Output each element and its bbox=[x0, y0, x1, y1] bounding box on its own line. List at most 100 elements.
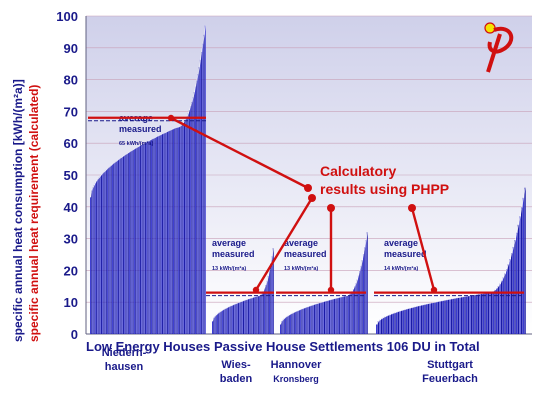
bar bbox=[127, 152, 129, 334]
bar-outline bbox=[212, 248, 274, 322]
bar bbox=[429, 303, 431, 334]
bar bbox=[297, 310, 299, 334]
bar bbox=[325, 301, 327, 334]
bar bbox=[332, 298, 334, 334]
bar bbox=[422, 304, 425, 334]
callout-connector-1 bbox=[254, 197, 314, 291]
bar bbox=[464, 296, 466, 334]
callout-dot-0 bbox=[304, 184, 312, 192]
bar bbox=[461, 297, 463, 334]
y-tick-label-30: 30 bbox=[64, 232, 78, 247]
bar bbox=[359, 271, 361, 334]
bar bbox=[293, 312, 295, 334]
bar bbox=[143, 143, 145, 334]
bar bbox=[255, 296, 257, 334]
callout-dot-3 bbox=[408, 204, 416, 212]
callout-anchor-0 bbox=[167, 114, 175, 122]
bar bbox=[244, 300, 246, 334]
bar bbox=[175, 127, 177, 334]
bar bbox=[386, 316, 388, 334]
bar bbox=[305, 307, 307, 334]
bar bbox=[122, 155, 124, 334]
bar bbox=[280, 324, 282, 334]
bar bbox=[132, 149, 134, 334]
bar-outline bbox=[280, 232, 368, 325]
bar bbox=[497, 286, 500, 334]
bar bbox=[302, 308, 304, 334]
bar bbox=[162, 133, 164, 334]
bar bbox=[159, 135, 161, 334]
bar bbox=[340, 297, 342, 334]
bar bbox=[252, 297, 254, 334]
bar-group-wiesbaden bbox=[212, 248, 274, 334]
bar bbox=[509, 259, 511, 334]
bar bbox=[257, 295, 259, 334]
bar bbox=[91, 190, 93, 334]
bar bbox=[203, 34, 205, 334]
bar bbox=[442, 300, 445, 334]
bar bbox=[469, 295, 471, 334]
bar bbox=[329, 299, 331, 334]
bar bbox=[168, 130, 170, 334]
bar bbox=[457, 297, 460, 334]
bar bbox=[100, 174, 102, 334]
y-tick-label-100: 100 bbox=[56, 9, 78, 24]
bar bbox=[456, 297, 458, 334]
bar bbox=[135, 148, 137, 334]
bar bbox=[259, 295, 261, 334]
bar bbox=[474, 294, 476, 334]
bar bbox=[97, 179, 99, 334]
bar bbox=[426, 303, 428, 334]
average-measured-label-wiesbaden: average measured bbox=[212, 238, 255, 259]
bar bbox=[389, 314, 391, 334]
bar bbox=[266, 280, 268, 334]
bar bbox=[265, 284, 267, 334]
bar bbox=[216, 313, 218, 334]
bar bbox=[402, 309, 405, 334]
bar bbox=[447, 299, 450, 334]
bar bbox=[93, 184, 95, 334]
callout-anchor-1 bbox=[252, 286, 260, 294]
bar bbox=[291, 313, 293, 334]
bar bbox=[177, 127, 179, 334]
passive-house-settlements-label: Passive House Settlements 106 DU in Tota… bbox=[214, 339, 480, 354]
average-value-hannover: 13 kWh/(m²a) bbox=[284, 265, 318, 272]
bar bbox=[487, 292, 490, 334]
bar bbox=[90, 197, 91, 334]
bar bbox=[102, 173, 104, 334]
bar bbox=[484, 293, 486, 334]
bar bbox=[522, 197, 525, 334]
bar bbox=[345, 295, 347, 334]
y-tick-label-60: 60 bbox=[64, 136, 78, 151]
bar bbox=[195, 86, 196, 334]
bar-group-hannover bbox=[280, 232, 368, 334]
bar bbox=[228, 306, 230, 334]
bar bbox=[288, 314, 290, 334]
bar bbox=[271, 256, 273, 334]
bar bbox=[326, 300, 328, 334]
bar bbox=[361, 260, 363, 334]
bar bbox=[247, 298, 249, 334]
bar bbox=[179, 126, 181, 334]
y-axis-ticks: 0 10 20 30 40 50 60 70 80 90 100 bbox=[56, 9, 78, 342]
bar bbox=[287, 315, 289, 334]
bar bbox=[317, 303, 319, 334]
bar bbox=[115, 161, 117, 334]
bar bbox=[231, 305, 233, 334]
bar bbox=[401, 310, 403, 334]
bar-group-stuttgart bbox=[376, 187, 526, 334]
bar bbox=[221, 310, 223, 334]
bar bbox=[154, 137, 156, 334]
y-tick-label-40: 40 bbox=[64, 200, 78, 215]
bar bbox=[157, 136, 159, 334]
bar bbox=[308, 306, 310, 334]
callout-connector-3 bbox=[410, 207, 436, 291]
bar bbox=[412, 307, 415, 334]
bar bbox=[313, 304, 315, 334]
bar bbox=[366, 232, 368, 334]
bar bbox=[187, 113, 189, 335]
bar bbox=[126, 153, 128, 334]
y-axis-label-calculated: specific annual heat requirement (calcul… bbox=[27, 85, 41, 342]
bars-layer bbox=[90, 25, 526, 335]
bar bbox=[199, 59, 201, 335]
